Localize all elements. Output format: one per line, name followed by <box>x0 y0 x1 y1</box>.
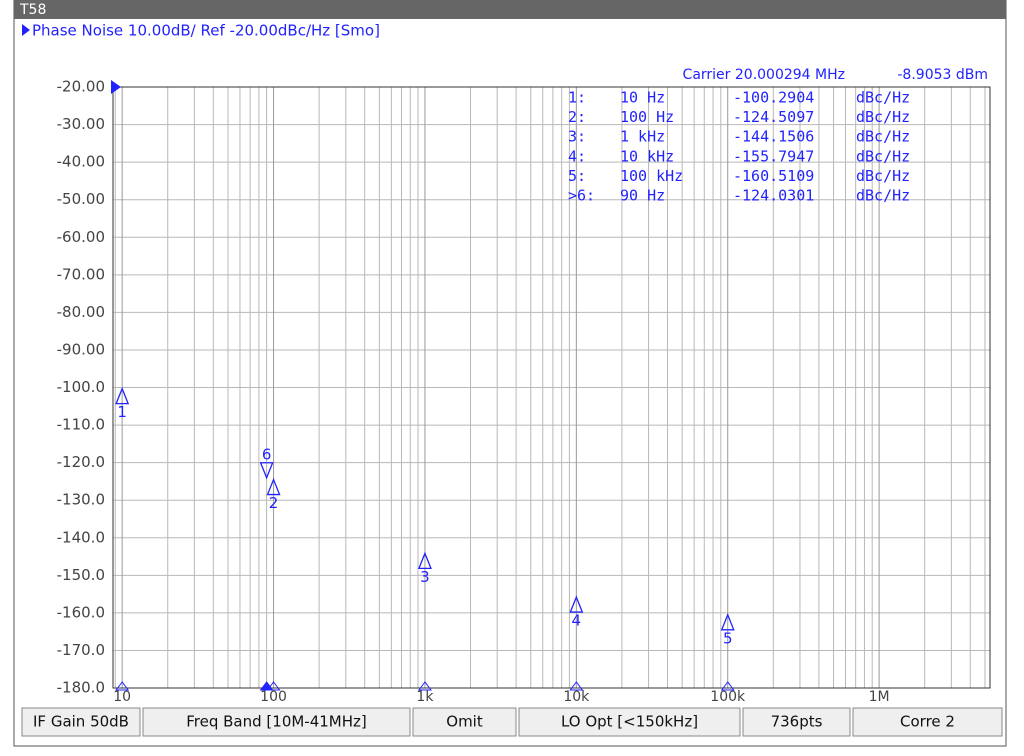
trace-indicator <box>22 24 30 36</box>
status-cell <box>412 707 517 737</box>
x-tick-label: 1M <box>869 689 890 705</box>
y-tick-label: -130.0 <box>57 491 105 509</box>
status-cell <box>852 707 1003 737</box>
y-tick-label: -70.00 <box>57 265 105 283</box>
marker-table-cell: dBc/Hz <box>856 167 910 185</box>
marker-table: 1: 10 Hz -100.2904 dBc/Hz 2: 100 Hz -124.5097 d… <box>568 89 910 205</box>
marker-table-cell: 90 Hz <box>620 187 665 205</box>
trace-header: Phase Noise 10.00dB/ Ref -20.00dBc/Hz [S… <box>32 22 380 40</box>
y-tick-label: -110.0 <box>57 416 105 434</box>
y-tick-label: -90.00 <box>57 340 105 358</box>
marker-label: 1 <box>117 403 127 421</box>
carrier-frequency: Carrier 20.000294 MHz <box>683 67 845 83</box>
marker-table-cell: -160.5109 <box>733 167 814 185</box>
status-bar: IF Gain 50dB Freq Band [10M-41MHz] Omit LO … <box>21 707 1003 737</box>
marker-table-cell: 1 kHz <box>620 128 665 146</box>
marker-table-cell: -100.2904 <box>733 89 814 107</box>
status-text: IF Gain 50dB <box>33 713 129 731</box>
title-bar <box>14 0 1006 19</box>
axis-marker <box>259 681 274 691</box>
marker-table-cell: 3: <box>568 128 586 146</box>
marker-table-cell: 5: <box>568 167 586 185</box>
y-tick-label: -140.0 <box>57 528 105 546</box>
marker <box>115 386 130 405</box>
y-tick-label: -150.0 <box>57 566 105 584</box>
marker-table-cell: dBc/Hz <box>856 89 910 107</box>
marker <box>259 462 274 480</box>
marker-label: 5 <box>723 629 733 647</box>
marker-table-cell: 10 kHz <box>620 147 674 165</box>
status-cell <box>142 707 411 737</box>
y-tick-label: -80.00 <box>57 303 105 321</box>
axis-marker <box>266 681 281 691</box>
marker-table-cell: 100 Hz <box>620 108 674 126</box>
marker <box>720 613 735 631</box>
y-tick-label: -100.0 <box>57 378 105 396</box>
marker-table-cell: dBc/Hz <box>856 187 910 205</box>
marker-table-cell: 2: <box>568 108 586 126</box>
status-text: Omit <box>446 713 483 731</box>
axis-marker <box>569 681 584 691</box>
y-tick-label: -60.00 <box>57 228 105 246</box>
x-tick-label: 100k <box>710 689 746 705</box>
status-cell <box>742 707 851 737</box>
marker-table-cell: 1: <box>568 89 586 107</box>
axis-marker <box>115 681 130 691</box>
y-tick-label: -180.0 <box>57 679 105 697</box>
axis-marker <box>417 681 432 691</box>
marker-label: 4 <box>572 612 582 630</box>
marker <box>266 477 281 496</box>
marker <box>417 551 432 569</box>
carrier-power: -8.9053 dBm <box>897 67 988 83</box>
marker-table-cell: dBc/Hz <box>856 147 910 165</box>
y-tick-label: -50.00 <box>57 190 105 208</box>
marker-label: 3 <box>420 568 430 586</box>
x-tick-label: 10k <box>563 689 590 705</box>
marker-table-cell: -144.1506 <box>733 128 814 146</box>
y-tick-label: -170.0 <box>57 641 105 659</box>
status-text: Freq Band [10M-41MHz] <box>186 713 367 731</box>
x-tick-label: 10 <box>113 689 131 705</box>
plot-frame <box>112 86 991 689</box>
plot: -20.00 -30.00 -40.00 -50.00 -60.00 -70.00 -80.… <box>57 78 991 705</box>
y-tick-label: -20.00 <box>57 78 105 96</box>
marker-table-cell: 100 kHz <box>620 167 683 185</box>
x-tick-label: 1k <box>416 689 434 705</box>
status-cell <box>21 707 141 737</box>
marker-table-cell: 4: <box>568 147 586 165</box>
status-text: LO Opt [<150kHz] <box>561 713 698 731</box>
marker-table-cell: 10 Hz <box>620 89 665 107</box>
axis-marker <box>720 681 735 691</box>
marker-table-cell: -124.0301 <box>733 187 814 205</box>
marker <box>569 595 584 613</box>
status-text: 736pts <box>771 713 823 731</box>
marker-label: 2 <box>269 494 279 512</box>
y-tick-label: -30.00 <box>57 115 105 133</box>
status-text: Corre 2 <box>900 713 955 731</box>
y-tick-label: -120.0 <box>57 453 105 471</box>
marker-label: 6 <box>262 445 272 463</box>
x-tick-label: 100 <box>260 689 287 705</box>
marker-table-cell: dBc/Hz <box>856 128 910 146</box>
window-title: T58 <box>19 2 46 18</box>
marker-table-cell: -155.7947 <box>733 147 814 165</box>
marker-table-cell: >6: <box>568 187 595 205</box>
y-tick-label: -160.0 <box>57 603 105 621</box>
reference-indicator <box>111 80 121 94</box>
marker-table-cell: dBc/Hz <box>856 108 910 126</box>
marker-table-cell: -124.5097 <box>733 108 814 126</box>
y-tick-label: -40.00 <box>57 153 105 171</box>
status-cell <box>518 707 741 737</box>
